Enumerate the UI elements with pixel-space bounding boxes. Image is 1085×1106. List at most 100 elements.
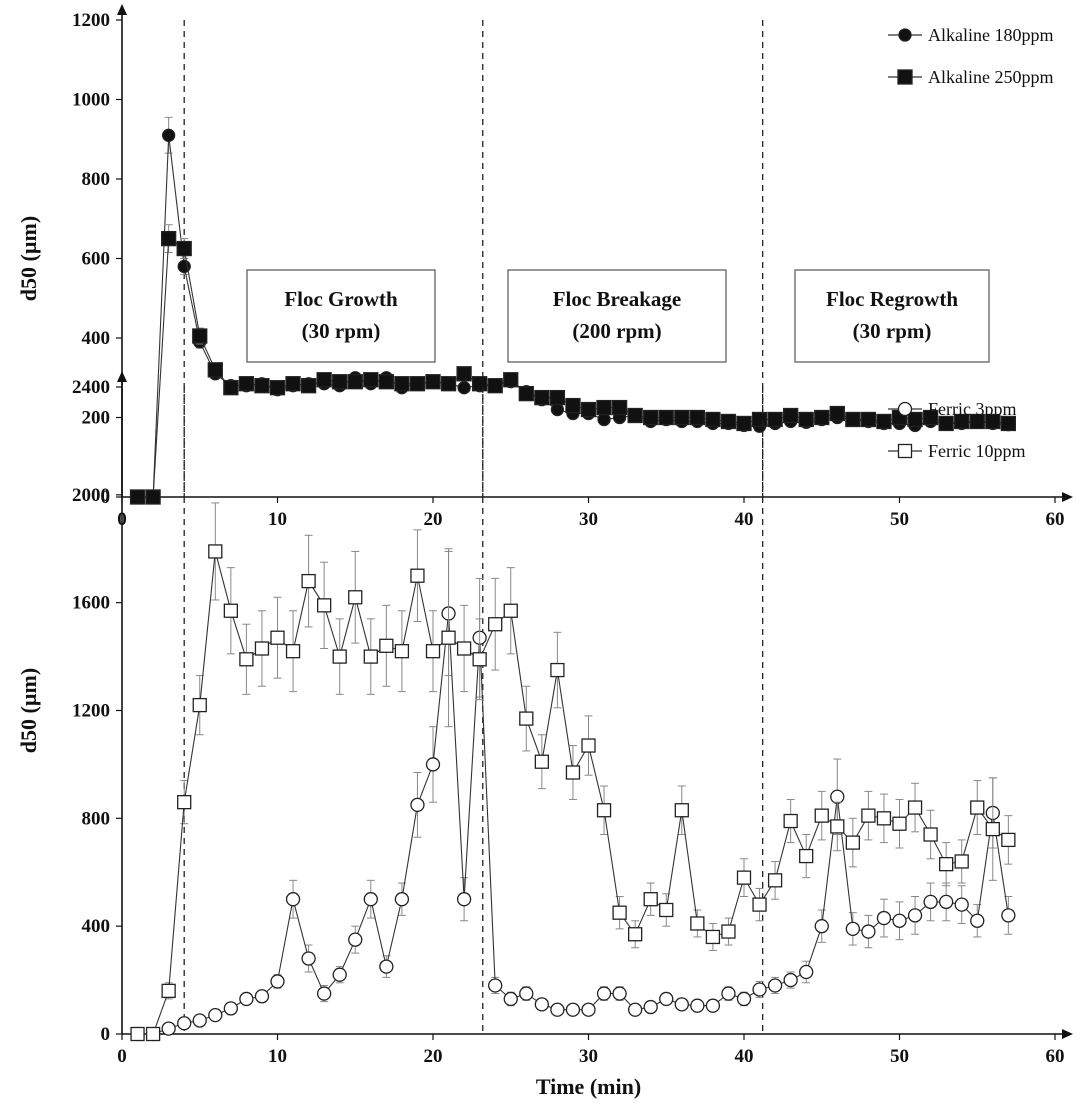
- data-point: [550, 1002, 565, 1017]
- x-tick-label: 0: [117, 1046, 127, 1067]
- y-tick-label: 1200: [72, 10, 110, 31]
- data-point: [829, 405, 845, 422]
- data-point: [270, 974, 285, 989]
- data-point: [363, 649, 378, 664]
- data-point: [208, 544, 223, 559]
- data-point: [223, 1001, 239, 1016]
- legend-entry: Alkaline 250ppm: [888, 67, 1053, 87]
- data-point: [316, 372, 332, 388]
- data-point: [487, 378, 503, 394]
- data-point: [985, 821, 1000, 837]
- data-point: [674, 997, 689, 1012]
- y-tick-label: 1600: [72, 593, 110, 614]
- data-point: [208, 1007, 223, 1023]
- legend-entry: Ferric 10ppm: [888, 441, 1025, 461]
- data-point: [565, 397, 581, 414]
- data-point: [347, 374, 363, 390]
- data-point: [534, 389, 550, 406]
- data-point: [269, 380, 286, 396]
- data-point: [581, 1002, 596, 1017]
- x-tick-label: 40: [735, 1046, 754, 1067]
- data-point: [425, 644, 441, 659]
- data-point: [129, 489, 146, 505]
- data-point: [503, 372, 519, 388]
- data-point: [348, 932, 363, 947]
- data-point: [161, 128, 176, 142]
- phase-annotation-box: [246, 269, 436, 363]
- data-point: [736, 870, 752, 885]
- y-tick-label: 600: [82, 249, 111, 270]
- data-point: [767, 873, 783, 888]
- x-tick-label: 30: [579, 509, 598, 530]
- data-point: [767, 978, 783, 993]
- data-point: [503, 991, 518, 1007]
- data-point: [254, 989, 270, 1004]
- data-point: [611, 399, 628, 416]
- data-point: [783, 972, 798, 988]
- data-point: [954, 897, 969, 912]
- data-point: [145, 489, 161, 505]
- data-point: [161, 983, 176, 999]
- data-point: [348, 590, 363, 605]
- legend-marker: [897, 443, 913, 459]
- data-point: [223, 603, 239, 618]
- data-point: [643, 409, 659, 426]
- data-point: [440, 376, 457, 392]
- data-point: [425, 374, 441, 390]
- data-point: [705, 929, 721, 945]
- data-point: [690, 916, 705, 931]
- data-point: [658, 409, 674, 426]
- x-tick-label: 40: [735, 509, 754, 530]
- y-tick-label: 0: [101, 1024, 111, 1045]
- data-point: [254, 378, 270, 394]
- phase-annotation-title: Floc Regrowth: [826, 287, 958, 311]
- x-tick-label: 10: [268, 1046, 287, 1067]
- data-point: [612, 905, 627, 920]
- data-point: [939, 894, 954, 910]
- data-point: [565, 1002, 581, 1017]
- data-point: [1000, 415, 1016, 432]
- y-tick-label: 800: [82, 169, 111, 190]
- y-tick-label: 0: [101, 487, 111, 508]
- data-point: [721, 986, 736, 1001]
- x-tick-label: 60: [1046, 1046, 1065, 1067]
- data-point: [814, 409, 830, 426]
- x-tick-label: 50: [890, 1046, 909, 1067]
- y-tick-label: 400: [82, 916, 111, 937]
- data-point: [379, 638, 394, 653]
- x-axis-arrow: [1062, 1029, 1073, 1039]
- data-point: [954, 413, 970, 430]
- data-point: [907, 908, 923, 923]
- data-point: [939, 857, 954, 872]
- phase-annotation: Floc Regrowth (30 rpm): [794, 269, 990, 363]
- data-point: [845, 835, 860, 850]
- phase-annotation-box: [794, 269, 990, 363]
- data-point: [876, 811, 892, 826]
- data-point: [799, 848, 814, 864]
- data-point: [876, 910, 892, 926]
- data-point: [736, 415, 752, 432]
- data-point: [767, 411, 783, 428]
- data-point: [923, 894, 938, 910]
- data-point: [456, 641, 472, 656]
- data-point: [285, 892, 301, 907]
- data-point: [954, 854, 969, 869]
- y-tick-label: 1200: [72, 701, 110, 722]
- data-point: [379, 959, 394, 974]
- data-point: [628, 927, 643, 942]
- data-point: [332, 967, 347, 982]
- data-point: [985, 413, 1001, 430]
- data-point: [845, 411, 861, 428]
- data-point: [752, 897, 767, 912]
- data-point: [581, 738, 596, 753]
- data-point: [550, 402, 565, 417]
- data-point: [332, 374, 348, 390]
- data-point: [223, 380, 239, 396]
- data-point: [177, 1016, 192, 1031]
- data-point: [518, 385, 534, 402]
- y-tick-label: 800: [82, 808, 111, 829]
- data-point: [830, 819, 845, 834]
- data-point: [394, 644, 410, 659]
- series-alkaline-250ppm: [129, 224, 1016, 505]
- data-point: [145, 1026, 161, 1042]
